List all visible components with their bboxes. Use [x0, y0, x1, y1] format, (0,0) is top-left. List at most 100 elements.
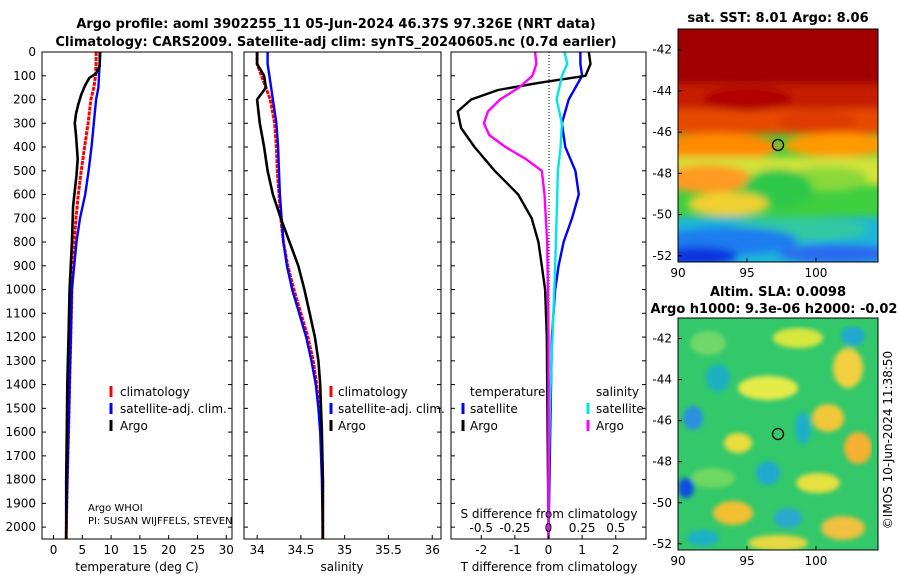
temperature-xlabel: temperature (deg C) — [75, 560, 198, 574]
series-salinity-argo — [482, 52, 550, 539]
depth-tick-label: 1800 — [5, 473, 36, 487]
title-line2: Climatology: CARS2009. Satellite-adj cli… — [55, 35, 616, 50]
legend-satellite: satellite-adj. clim. — [120, 402, 227, 416]
depth-tick-label: 900 — [13, 259, 36, 273]
s-difference-label: S difference from climatology — [461, 507, 638, 521]
lat-tick-label: -44 — [652, 373, 672, 387]
depth-tick-label: 300 — [13, 116, 36, 130]
series-argo — [64, 52, 102, 539]
sla-map-frame — [677, 317, 879, 551]
depth-tick-label: 800 — [13, 235, 36, 249]
x-tick-label: 34.5 — [288, 543, 315, 557]
sla-field — [678, 318, 878, 550]
depth-tick-label: 200 — [13, 93, 36, 107]
series-climatology — [255, 52, 325, 539]
sla-map: Altim. SLA: 0.0098 Argo h1000: 9.3e-06 h… — [651, 285, 898, 568]
temperature-panel: 0 5 10 15 20 25 30 temperature (deg C) climato… — [41, 51, 234, 574]
legend-satellite: satellite-adj. clim. — [338, 402, 445, 416]
depth-tick-label: 1400 — [5, 378, 36, 392]
depth-tick-label: 100 — [13, 69, 36, 83]
x-tick-label: 0 — [50, 543, 58, 557]
depth-tick-label: 600 — [13, 188, 36, 202]
x-tick-label: -0.25 — [499, 521, 530, 535]
depth-tick-label: 1200 — [5, 330, 36, 344]
title-line1: Argo profile: aoml 3902255_11 05-Jun-202… — [76, 17, 595, 32]
lon-tick-label: 90 — [670, 554, 685, 568]
salinity-legend: climatology satellite-adj. clim. Argo — [329, 385, 445, 433]
series-temperature-argo — [456, 52, 592, 539]
x-tick-label: -2 — [475, 543, 487, 557]
t-difference-xlabel: T difference from climatology — [460, 560, 638, 574]
sst-field — [678, 29, 878, 262]
depth-tick-label: 1600 — [5, 425, 36, 439]
x-tick-label: 0.25 — [569, 521, 596, 535]
sst-map-title: sat. SST: 8.01 Argo: 8.06 — [687, 11, 868, 26]
argo-pi: PI: SUSAN WIJFFELS, STEVEN — [88, 516, 233, 527]
imos-footer: ©IMOS 10-Jun-2024 11:38:50 — [881, 351, 895, 529]
x-tick-label: 2 — [612, 543, 620, 557]
sst-map-frame — [677, 28, 879, 263]
lat-tick-label: -44 — [652, 84, 672, 98]
depth-tick-label: 500 — [13, 164, 36, 178]
lat-tick-label: -42 — [652, 43, 672, 57]
lon-tick-label: 90 — [670, 266, 685, 280]
sst-map: sat. SST: 8.01 Argo: 8.06 — [652, 11, 879, 280]
legend-sal-satellite: satellite — [596, 402, 644, 416]
x-tick-label: 34 — [249, 543, 264, 557]
legend-sal-argo: Argo — [596, 419, 624, 433]
argo-institution: Argo WHOI — [88, 503, 143, 514]
depth-tick-label: 1700 — [5, 449, 36, 463]
lon-tick-label: 95 — [739, 554, 754, 568]
depth-tick-label: 2000 — [5, 520, 36, 534]
x-tick-label: 0 — [545, 521, 553, 535]
depth-tick-label: 700 — [13, 211, 36, 225]
legend-climatology: climatology — [338, 385, 408, 399]
salinity-xlabel: salinity — [320, 560, 363, 574]
difference-panel: -2 -1 0 1 2 -0.5 -0.25 0 0.25 0.5 S difference f… — [450, 51, 647, 574]
x-tick-label: -0.5 — [470, 521, 493, 535]
series-satellite-adj-clim- — [266, 52, 324, 539]
lon-tick-label: 95 — [739, 266, 754, 280]
lat-tick-label: -48 — [652, 166, 672, 180]
legend-temp-satellite: satellite — [470, 402, 518, 416]
x-tick-label: 35.5 — [375, 543, 402, 557]
lat-tick-label: -42 — [652, 332, 672, 346]
sla-map-title: Altim. SLA: 0.0098 — [710, 285, 846, 300]
depth-axis: 0 100 200 300 400 500 600 700 800 900 1000 1100 1200… — [5, 45, 646, 534]
x-tick-label: 0.5 — [606, 521, 625, 535]
lat-tick-label: -46 — [652, 414, 672, 428]
x-tick-label: 10 — [103, 543, 118, 557]
lon-tick-label: 100 — [804, 554, 827, 568]
depth-tick-label: 400 — [13, 140, 36, 154]
series-argo — [255, 52, 325, 539]
lat-tick-label: -52 — [652, 537, 672, 551]
x-tick-label: 35 — [337, 543, 352, 557]
legend-argo: Argo — [338, 419, 366, 433]
salinity-panel: 34 34.5 35 35.5 36 salinity climatology sate… — [243, 51, 445, 574]
x-tick-label: -1 — [509, 543, 521, 557]
depth-tick-label: 1100 — [5, 306, 36, 320]
lat-tick-label: -46 — [652, 125, 672, 139]
x-tick-label: 15 — [132, 543, 147, 557]
x-tick-label: 36 — [425, 543, 440, 557]
depth-tick-label: 1300 — [5, 354, 36, 368]
argo-position-marker — [771, 427, 785, 441]
x-tick-label: 20 — [161, 543, 176, 557]
depth-tick-label: 1000 — [5, 283, 36, 297]
x-tick-label: 30 — [219, 543, 234, 557]
x-tick-label: 5 — [78, 543, 86, 557]
legend-temp-argo: Argo — [470, 419, 498, 433]
lat-tick-label: -50 — [652, 208, 672, 222]
series-salinity-satellite — [547, 52, 569, 539]
legend-climatology: climatology — [120, 385, 190, 399]
series-satellite-adj-clim- — [65, 52, 101, 539]
x-tick-label: 1 — [578, 543, 586, 557]
x-tick-label: 25 — [190, 543, 205, 557]
sla-map-subtitle: Argo h1000: 9.3e-06 h2000: -0.02 — [651, 302, 898, 317]
salinity-axes-frame — [243, 51, 442, 540]
legend-salinity-title: salinity — [596, 385, 639, 399]
lat-tick-label: -48 — [652, 455, 672, 469]
temperature-axes-frame — [41, 51, 233, 540]
argo-position-marker — [771, 138, 785, 152]
